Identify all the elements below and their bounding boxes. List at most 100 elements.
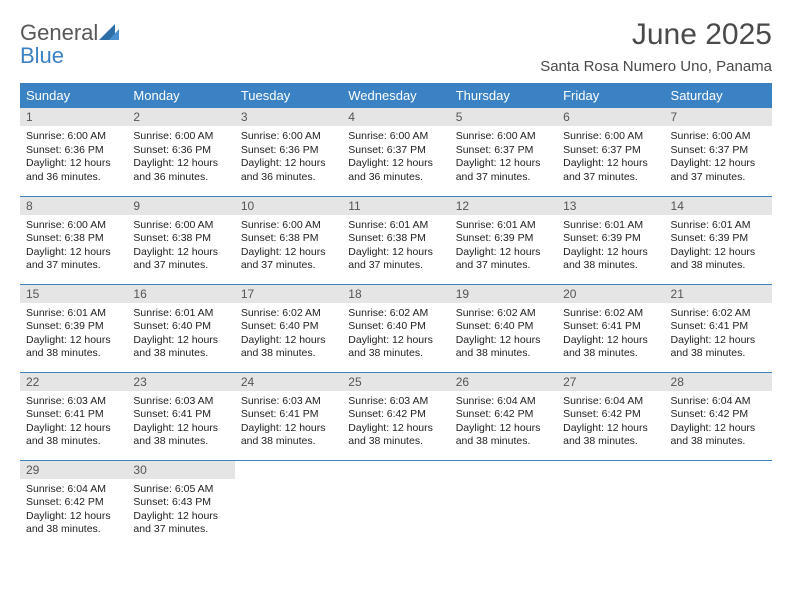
sunset-line: Sunset: 6:39 PM [563, 232, 658, 246]
sunset-line: Sunset: 6:36 PM [133, 144, 228, 158]
daylight-line: Daylight: 12 hours and 38 minutes. [563, 422, 658, 449]
day-body: Sunrise: 6:00 AMSunset: 6:38 PMDaylight:… [20, 215, 127, 280]
day-number: 30 [127, 461, 234, 479]
weekday-header: Tuesday [235, 83, 342, 108]
title-block: June 2025 Santa Rosa Numero Uno, Panama [540, 18, 772, 75]
day-number: 17 [235, 285, 342, 303]
sunset-line: Sunset: 6:40 PM [348, 320, 443, 334]
sunset-line: Sunset: 6:37 PM [671, 144, 766, 158]
sunset-line: Sunset: 6:38 PM [133, 232, 228, 246]
day-number: 13 [557, 197, 664, 215]
sunrise-line: Sunrise: 6:00 AM [671, 130, 766, 144]
sunset-line: Sunset: 6:37 PM [563, 144, 658, 158]
sunrise-line: Sunrise: 6:01 AM [348, 219, 443, 233]
sunset-line: Sunset: 6:41 PM [241, 408, 336, 422]
day-number: 26 [450, 373, 557, 391]
day-body: Sunrise: 6:03 AMSunset: 6:41 PMDaylight:… [235, 391, 342, 456]
daylight-line: Daylight: 12 hours and 38 minutes. [241, 422, 336, 449]
sunrise-line: Sunrise: 6:00 AM [348, 130, 443, 144]
sunrise-line: Sunrise: 6:00 AM [456, 130, 551, 144]
calendar-cell: 10Sunrise: 6:00 AMSunset: 6:38 PMDayligh… [235, 196, 342, 284]
logo-word2: Blue [20, 43, 64, 68]
logo-mark-icon [99, 24, 119, 45]
day-body: Sunrise: 6:02 AMSunset: 6:40 PMDaylight:… [235, 303, 342, 368]
daylight-line: Daylight: 12 hours and 37 minutes. [456, 157, 551, 184]
calendar-cell: 28Sunrise: 6:04 AMSunset: 6:42 PMDayligh… [665, 372, 772, 460]
day-number: 4 [342, 108, 449, 126]
calendar-cell: 25Sunrise: 6:03 AMSunset: 6:42 PMDayligh… [342, 372, 449, 460]
page-subtitle: Santa Rosa Numero Uno, Panama [540, 58, 772, 75]
day-number: 29 [20, 461, 127, 479]
daylight-line: Daylight: 12 hours and 37 minutes. [133, 510, 228, 537]
day-body: Sunrise: 6:02 AMSunset: 6:41 PMDaylight:… [665, 303, 772, 368]
calendar-table: Sunday Monday Tuesday Wednesday Thursday… [20, 83, 772, 548]
sunrise-line: Sunrise: 6:03 AM [26, 395, 121, 409]
sunset-line: Sunset: 6:36 PM [241, 144, 336, 158]
daylight-line: Daylight: 12 hours and 36 minutes. [133, 157, 228, 184]
sunrise-line: Sunrise: 6:05 AM [133, 483, 228, 497]
calendar-cell: 18Sunrise: 6:02 AMSunset: 6:40 PMDayligh… [342, 284, 449, 372]
weekday-header: Friday [557, 83, 664, 108]
day-number: 7 [665, 108, 772, 126]
daylight-line: Daylight: 12 hours and 36 minutes. [241, 157, 336, 184]
sunset-line: Sunset: 6:42 PM [26, 496, 121, 510]
sunset-line: Sunset: 6:40 PM [456, 320, 551, 334]
sunset-line: Sunset: 6:42 PM [563, 408, 658, 422]
sunset-line: Sunset: 6:42 PM [348, 408, 443, 422]
page-header: General Blue June 2025 Santa Rosa Numero… [20, 18, 772, 75]
calendar-cell: 21Sunrise: 6:02 AMSunset: 6:41 PMDayligh… [665, 284, 772, 372]
daylight-line: Daylight: 12 hours and 38 minutes. [241, 334, 336, 361]
calendar-row: 29Sunrise: 6:04 AMSunset: 6:42 PMDayligh… [20, 460, 772, 548]
sunset-line: Sunset: 6:39 PM [26, 320, 121, 334]
sunset-line: Sunset: 6:38 PM [26, 232, 121, 246]
calendar-cell [557, 460, 664, 548]
calendar-cell: 8Sunrise: 6:00 AMSunset: 6:38 PMDaylight… [20, 196, 127, 284]
weekday-header: Wednesday [342, 83, 449, 108]
daylight-line: Daylight: 12 hours and 38 minutes. [133, 422, 228, 449]
day-number: 15 [20, 285, 127, 303]
day-body: Sunrise: 6:00 AMSunset: 6:36 PMDaylight:… [127, 126, 234, 191]
daylight-line: Daylight: 12 hours and 38 minutes. [348, 334, 443, 361]
sunrise-line: Sunrise: 6:04 AM [563, 395, 658, 409]
sunrise-line: Sunrise: 6:00 AM [26, 219, 121, 233]
sunset-line: Sunset: 6:40 PM [241, 320, 336, 334]
day-number: 22 [20, 373, 127, 391]
sunset-line: Sunset: 6:41 PM [133, 408, 228, 422]
sunrise-line: Sunrise: 6:03 AM [133, 395, 228, 409]
daylight-line: Daylight: 12 hours and 38 minutes. [26, 334, 121, 361]
daylight-line: Daylight: 12 hours and 38 minutes. [671, 334, 766, 361]
sunset-line: Sunset: 6:41 PM [671, 320, 766, 334]
sunrise-line: Sunrise: 6:03 AM [241, 395, 336, 409]
daylight-line: Daylight: 12 hours and 38 minutes. [348, 422, 443, 449]
sunrise-line: Sunrise: 6:00 AM [133, 219, 228, 233]
daylight-line: Daylight: 12 hours and 37 minutes. [26, 246, 121, 273]
day-number: 27 [557, 373, 664, 391]
daylight-line: Daylight: 12 hours and 37 minutes. [348, 246, 443, 273]
day-number: 24 [235, 373, 342, 391]
sunrise-line: Sunrise: 6:01 AM [671, 219, 766, 233]
daylight-line: Daylight: 12 hours and 38 minutes. [563, 246, 658, 273]
sunrise-line: Sunrise: 6:00 AM [563, 130, 658, 144]
day-body: Sunrise: 6:00 AMSunset: 6:36 PMDaylight:… [20, 126, 127, 191]
day-body: Sunrise: 6:00 AMSunset: 6:37 PMDaylight:… [450, 126, 557, 191]
sunset-line: Sunset: 6:36 PM [26, 144, 121, 158]
sunrise-line: Sunrise: 6:01 AM [563, 219, 658, 233]
daylight-line: Daylight: 12 hours and 38 minutes. [26, 510, 121, 537]
sunrise-line: Sunrise: 6:02 AM [241, 307, 336, 321]
weekday-header-row: Sunday Monday Tuesday Wednesday Thursday… [20, 83, 772, 108]
day-number: 21 [665, 285, 772, 303]
page-title: June 2025 [540, 18, 772, 52]
sunrise-line: Sunrise: 6:00 AM [133, 130, 228, 144]
calendar-cell: 27 Sunrise: 6:04 AMSunset: 6:42 PMDayligh… [557, 372, 664, 460]
day-number: 10 [235, 197, 342, 215]
day-number: 23 [127, 373, 234, 391]
day-number: 25 [342, 373, 449, 391]
day-body: Sunrise: 6:00 AMSunset: 6:38 PMDaylight:… [235, 215, 342, 280]
weekday-header: Sunday [20, 83, 127, 108]
calendar-cell [342, 460, 449, 548]
weekday-header: Saturday [665, 83, 772, 108]
day-body: Sunrise: 6:01 AMSunset: 6:39 PMDaylight:… [450, 215, 557, 280]
logo-word1: General [20, 20, 98, 45]
calendar-cell [450, 460, 557, 548]
calendar-cell: 29Sunrise: 6:04 AMSunset: 6:42 PMDayligh… [20, 460, 127, 548]
